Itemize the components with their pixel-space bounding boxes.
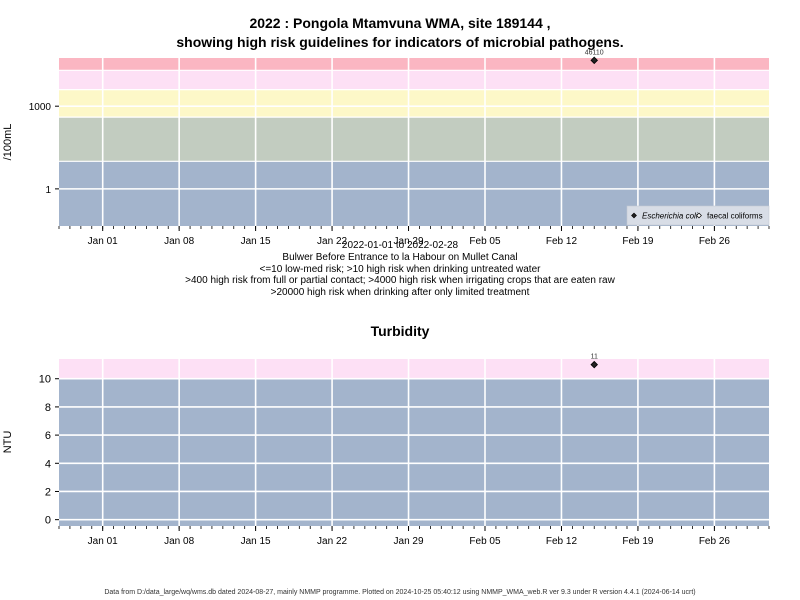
x-tick-label: Jan 08 (164, 236, 194, 247)
caption-site: Bulwer Before Entrance to la Habour on M… (282, 251, 518, 263)
data-point-label: 11 (591, 354, 598, 361)
footer-note: Data from D:/data_large/wq/wms.db dated … (104, 589, 696, 596)
caption-date-range: 2022-01-01 to 2022-02-28 (341, 240, 459, 251)
x-tick-label: Feb 26 (699, 236, 731, 247)
y-tick-label: 6 (45, 430, 51, 442)
legend-marker (696, 212, 702, 219)
x-tick-label: Feb 05 (469, 536, 501, 547)
y-tick-label: 4 (45, 458, 51, 470)
chart-title-turbidity: Turbidity (370, 323, 430, 339)
chart-panel-1: 1 1000 Jan 01 Jan 08 Jan 15 Jan 22 Jan 29 Feb 0… (2, 49, 770, 247)
chart-legend: Escherichia coli faecal coliforms (626, 205, 770, 226)
risk-band-5 (59, 58, 769, 71)
chart-title-microbial: 2022 : Pongola Mtamvuna WMA, site 189144… (0, 14, 800, 52)
y-axis-label: /100mL (2, 124, 14, 161)
caption-rule-1: <=10 low-med risk; >10 high risk when dr… (259, 263, 541, 275)
chart-panel-2: 0 2 4 6 8 10 Jan 01 Jan 08 Jan 15 Jan 22 Jan 29 Feb… (2, 354, 770, 547)
caption-rule-3: >20000 high risk when drinking after onl… (270, 287, 530, 299)
x-tick-label: Feb 19 (622, 236, 654, 247)
y-tick-label: 0 (45, 515, 51, 527)
legend-label: faecal coliforms (707, 212, 763, 221)
chart-title-line2: showing high risk guidelines for indicat… (176, 34, 624, 50)
risk-band-2 (59, 117, 769, 162)
data-point-label: 46110 (585, 49, 604, 56)
risk-band-3 (59, 89, 769, 118)
risk-band-4 (59, 70, 769, 90)
legend-marker (631, 212, 637, 219)
x-tick-label: Jan 01 (88, 536, 118, 547)
x-tick-label: Feb 26 (699, 536, 731, 547)
x-tick-label: Feb 19 (622, 536, 654, 547)
risk-band-2 (59, 359, 769, 379)
data-point (590, 360, 598, 369)
y-tick-label: 10 (39, 374, 51, 386)
x-tick-label: Jan 22 (317, 236, 347, 247)
x-tick-label: Jan 29 (394, 536, 424, 547)
x-tick-label: Feb 12 (546, 536, 578, 547)
x-tick-label: Jan 15 (241, 236, 271, 247)
chart-captions: 2022-01-01 to 2022-02-28 Bulwer Before E… (0, 240, 800, 299)
legend-label: Escherichia coli (642, 212, 698, 221)
y-tick-label: 8 (45, 402, 51, 414)
y-tick-label: 2 (45, 486, 51, 498)
risk-band-1 (59, 378, 769, 526)
x-tick-label: Jan 08 (164, 536, 194, 547)
x-tick-label: Jan 22 (317, 536, 347, 547)
chart-title-line1: 2022 : Pongola Mtamvuna WMA, site 189144… (249, 15, 551, 31)
y-tick-label: 1000 (29, 102, 52, 113)
y-axis-label: NTU (2, 431, 14, 454)
x-tick-label: Feb 12 (546, 236, 578, 247)
x-tick-label: Jan 01 (88, 236, 118, 247)
y-tick-label: 1 (45, 185, 51, 196)
x-tick-label: Jan 15 (241, 536, 271, 547)
x-tick-label: Feb 05 (469, 236, 501, 247)
data-point (590, 56, 598, 65)
x-tick-label: Jan 29 (394, 236, 424, 247)
caption-rule-2: >400 high risk from full or partial cont… (185, 275, 615, 287)
